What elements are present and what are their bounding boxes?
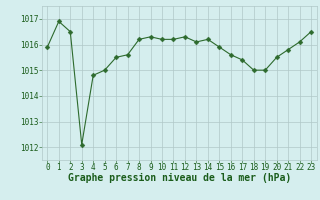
X-axis label: Graphe pression niveau de la mer (hPa): Graphe pression niveau de la mer (hPa) — [68, 173, 291, 183]
